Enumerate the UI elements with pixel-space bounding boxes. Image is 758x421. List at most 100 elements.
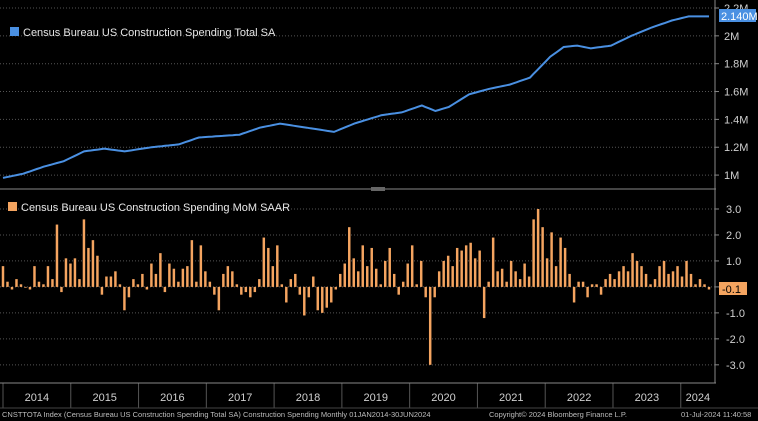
mom-bar — [307, 286, 311, 298]
mom-bar — [235, 284, 239, 287]
mom-bar — [703, 284, 706, 287]
top-ytick-label: 1.8M — [724, 59, 748, 71]
mom-bar — [303, 286, 306, 316]
mom-bar — [617, 271, 621, 287]
mom-bar — [357, 271, 360, 287]
x-tick-label: 2019 — [364, 392, 388, 404]
mom-bar — [604, 279, 607, 287]
mom-bar — [159, 253, 162, 287]
mom-bar — [680, 276, 684, 287]
legend-label-mom: Census Bureau US Construction Spending M… — [21, 202, 290, 214]
mom-bar — [464, 245, 468, 287]
mom-bar — [330, 286, 333, 303]
mom-bar — [298, 286, 302, 295]
mom-bar — [469, 242, 472, 287]
mom-bar — [568, 273, 571, 287]
mom-bar — [388, 247, 391, 287]
top-ytick-label: 1M — [724, 170, 739, 182]
mom-bar — [222, 273, 225, 287]
mom-bar — [676, 266, 679, 287]
mom-bar — [541, 227, 544, 287]
mom-bar — [73, 258, 77, 287]
mom-bar — [325, 286, 328, 308]
mom-bar — [316, 286, 320, 311]
mom-bar — [33, 266, 36, 287]
mom-bar — [172, 268, 176, 287]
mom-bar — [289, 279, 293, 287]
mom-bar — [491, 237, 495, 287]
mom-bar — [150, 263, 153, 287]
bottom-ytick-label: 3.0 — [726, 204, 741, 216]
mom-bar — [262, 237, 266, 287]
mom-bar — [545, 258, 549, 287]
mom-bar — [312, 276, 315, 287]
mom-bar — [599, 286, 603, 295]
panel-resize-handle[interactable] — [371, 187, 385, 191]
mom-bar — [294, 273, 297, 287]
mom-bar — [433, 286, 436, 298]
mom-bar — [118, 284, 122, 287]
mom-bar — [91, 240, 95, 287]
mom-bar — [177, 281, 180, 287]
mom-bar — [559, 237, 562, 287]
mom-bar — [258, 279, 261, 287]
last-value-tag-mom: -0.1 — [722, 284, 741, 296]
mom-bar — [644, 273, 648, 287]
top-ytick-label: 1.4M — [724, 114, 748, 126]
mom-bar — [401, 281, 405, 287]
mom-bar — [707, 286, 711, 290]
mom-bar — [658, 266, 661, 287]
mom-bar — [87, 247, 90, 287]
x-tick-label: 2016 — [160, 392, 184, 404]
mom-bar — [410, 245, 414, 287]
mom-bar — [500, 268, 504, 287]
mom-bar — [437, 271, 441, 287]
x-axis: 2014 2015 2016 2017 2018 2019 2020 2021 2022 2023… — [2, 383, 710, 408]
mom-bar — [523, 263, 526, 287]
mom-bar — [685, 260, 688, 287]
mom-bar — [649, 284, 652, 287]
mom-bar — [226, 266, 230, 287]
mom-bar — [136, 284, 140, 287]
mom-bar — [635, 260, 639, 287]
mom-bar — [42, 284, 45, 287]
mom-bar — [460, 250, 463, 287]
mom-bar — [509, 260, 513, 287]
top-ytick-label: 2M — [724, 31, 739, 43]
mom-bar — [532, 219, 535, 287]
mom-bar — [123, 286, 126, 311]
mom-bar — [689, 273, 693, 287]
mom-bar — [15, 279, 18, 287]
mom-bar — [186, 266, 189, 287]
mom-bar — [527, 276, 531, 287]
mom-bar — [208, 281, 212, 287]
mom-bar — [109, 276, 113, 287]
mom-bar — [55, 224, 59, 287]
mom-bar — [590, 284, 594, 287]
mom-bar — [231, 271, 234, 287]
mom-bar — [96, 255, 99, 287]
bottom-ytick-label: -2.0 — [726, 334, 745, 346]
x-tick-label: 2020 — [431, 392, 455, 404]
mom-bar — [370, 247, 373, 287]
mom-bar — [78, 279, 81, 287]
mom-bar — [249, 286, 252, 298]
mom-bar — [455, 247, 459, 287]
x-tick-label: 2017 — [228, 392, 252, 404]
mom-bar — [514, 271, 517, 287]
footer-timestamp: 01-Jul-2024 11:40:58 — [681, 410, 751, 419]
mom-bar — [442, 260, 445, 287]
mom-bar — [572, 286, 576, 303]
mom-bar — [181, 268, 185, 287]
footer-source: CNSTTOTA Index (Census Bureau US Constru… — [2, 410, 431, 419]
mom-bar — [64, 258, 68, 287]
mom-bar — [581, 281, 585, 287]
mom-bar — [114, 271, 117, 287]
mom-bar — [694, 284, 697, 287]
mom-bar — [397, 286, 400, 295]
mom-bar — [204, 271, 207, 287]
mom-bar — [419, 260, 423, 287]
mom-bar — [28, 286, 32, 290]
x-tick-label: 2015 — [92, 392, 116, 404]
